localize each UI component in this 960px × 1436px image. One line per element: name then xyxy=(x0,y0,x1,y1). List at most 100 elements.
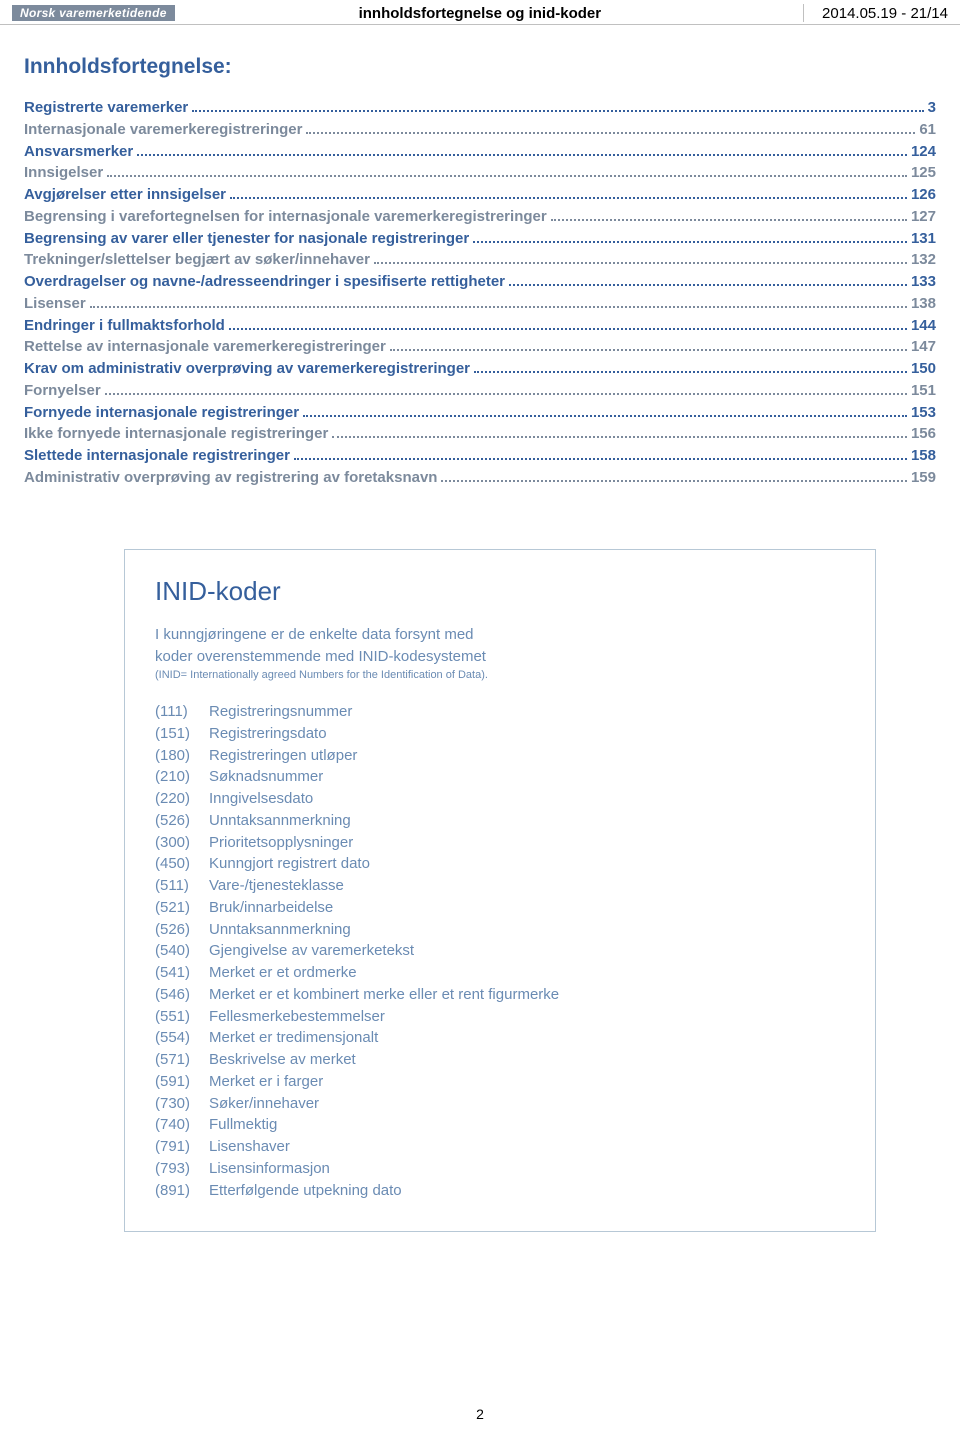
content: Innholdsfortegnelse: Registrerte varemer… xyxy=(0,25,960,1242)
inid-code-desc: Gjengivelse av varemerketekst xyxy=(209,940,414,962)
inid-code-number: (730) xyxy=(155,1093,209,1115)
toc-row[interactable]: Krav om administrativ overprøving av var… xyxy=(24,358,936,380)
inid-box: INID-koder I kunngjøringene er de enkelt… xyxy=(124,549,876,1233)
toc-row[interactable]: Endringer i fullmaktsforhold144 xyxy=(24,315,936,337)
toc-leader-dots xyxy=(441,471,907,482)
toc-leader-dots xyxy=(509,276,907,287)
inid-code-desc: Beskrivelse av merket xyxy=(209,1049,356,1071)
toc-label: Endringer i fullmaktsforhold xyxy=(24,315,225,337)
toc-leader-dots xyxy=(105,384,907,395)
inid-intro-line1: I kunngjøringene er de enkelte data fors… xyxy=(155,625,845,645)
inid-code-number: (540) xyxy=(155,940,209,962)
inid-code-number: (526) xyxy=(155,810,209,832)
toc-row[interactable]: Slettede internasjonale registreringer15… xyxy=(24,445,936,467)
toc-row[interactable]: Begrensing i varefortegnelsen for intern… xyxy=(24,206,936,228)
toc-label: Overdragelser og navne-/adresseendringer… xyxy=(24,271,505,293)
toc-label: Slettede internasjonale registreringer xyxy=(24,445,290,467)
toc-page: 159 xyxy=(911,467,936,489)
toc: Registrerte varemerker3Internasjonale va… xyxy=(24,97,936,489)
inid-code-desc: Registreringsnummer xyxy=(209,701,352,723)
inid-intro-small: (INID= Internationally agreed Numbers fo… xyxy=(155,669,845,681)
inid-code-number: (554) xyxy=(155,1027,209,1049)
inid-code-row: (526)Unntaksannmerkning xyxy=(155,810,845,832)
toc-leader-dots xyxy=(303,406,907,417)
toc-page: 133 xyxy=(911,271,936,293)
inid-code-desc: Bruk/innarbeidelse xyxy=(209,897,333,919)
inid-code-row: (540)Gjengivelse av varemerketekst xyxy=(155,940,845,962)
toc-page: 127 xyxy=(911,206,936,228)
toc-row[interactable]: Registrerte varemerker3 xyxy=(24,97,936,119)
inid-code-number: (511) xyxy=(155,875,209,897)
page-number: 2 xyxy=(0,1406,960,1422)
inid-title: INID-koder xyxy=(155,576,845,607)
inid-code-row: (526)Unntaksannmerkning xyxy=(155,919,845,941)
toc-label: Fornyelser xyxy=(24,380,101,402)
toc-page: 124 xyxy=(911,141,936,163)
inid-code-list: (111)Registreringsnummer(151)Registrerin… xyxy=(155,701,845,1201)
toc-row[interactable]: Innsigelser 125 xyxy=(24,162,936,184)
inid-code-number: (450) xyxy=(155,853,209,875)
inid-code-row: (793)Lisensinformasjon xyxy=(155,1158,845,1180)
toc-label: Avgjørelser etter innsigelser xyxy=(24,184,226,206)
inid-code-number: (891) xyxy=(155,1180,209,1202)
inid-code-number: (546) xyxy=(155,984,209,1006)
inid-code-number: (526) xyxy=(155,919,209,941)
toc-label: Lisenser xyxy=(24,293,86,315)
toc-row[interactable]: Rettelse av internasjonale varemerkeregi… xyxy=(24,336,936,358)
toc-row[interactable]: Ikke fornyede internasjonale registrerin… xyxy=(24,423,936,445)
toc-label: Fornyede internasjonale registreringer xyxy=(24,402,299,424)
toc-row[interactable]: Administrativ overprøving av registrerin… xyxy=(24,467,936,489)
toc-row[interactable]: Begrensing av varer eller tjenester for … xyxy=(24,228,936,250)
inid-code-row: (551)Fellesmerkebestemmelser xyxy=(155,1006,845,1028)
inid-code-row: (891)Etterfølgende utpekning dato xyxy=(155,1180,845,1202)
toc-leader-dots xyxy=(306,123,915,134)
inid-code-number: (551) xyxy=(155,1006,209,1028)
inid-code-row: (546)Merket er et kombinert merke eller … xyxy=(155,984,845,1006)
toc-row[interactable]: Trekninger/slettelser begjært av søker/i… xyxy=(24,249,936,271)
inid-code-number: (220) xyxy=(155,788,209,810)
inid-code-row: (210)Søknadsnummer xyxy=(155,766,845,788)
inid-code-number: (300) xyxy=(155,832,209,854)
header-issue: 2014.05.19 - 21/14 xyxy=(822,5,948,22)
toc-label: Registrerte varemerker xyxy=(24,97,188,119)
toc-row[interactable]: Fornyede internasjonale registreringer 15… xyxy=(24,402,936,424)
inid-code-row: (151)Registreringsdato xyxy=(155,723,845,745)
toc-row[interactable]: Internasjonale varemerkeregistreringer61 xyxy=(24,119,936,141)
toc-row[interactable]: Avgjørelser etter innsigelser126 xyxy=(24,184,936,206)
page: Norsk varemerketidende innholdsfortegnel… xyxy=(0,0,960,1436)
inid-code-row: (300)Prioritetsopplysninger xyxy=(155,832,845,854)
inid-code-desc: Vare-/tjenesteklasse xyxy=(209,875,344,897)
inid-code-row: (511)Vare-/tjenesteklasse xyxy=(155,875,845,897)
inid-intro-line2: koder overenstemmende med INID-kodesyste… xyxy=(155,647,845,667)
inid-code-desc: Merket er et kombinert merke eller et re… xyxy=(209,984,559,1006)
inid-code-row: (791)Lisenshaver xyxy=(155,1136,845,1158)
toc-leader-dots xyxy=(332,428,907,439)
inid-code-row: (541)Merket er et ordmerke xyxy=(155,962,845,984)
inid-code-row: (180)Registreringen utløper xyxy=(155,745,845,767)
toc-label: Innsigelser xyxy=(24,162,103,184)
toc-row[interactable]: Fornyelser 151 xyxy=(24,380,936,402)
toc-page: 132 xyxy=(911,249,936,271)
toc-row[interactable]: Lisenser138 xyxy=(24,293,936,315)
toc-page: 151 xyxy=(911,380,936,402)
inid-code-number: (210) xyxy=(155,766,209,788)
toc-leader-dots xyxy=(294,450,907,461)
inid-code-desc: Prioritetsopplysninger xyxy=(209,832,353,854)
inid-code-number: (151) xyxy=(155,723,209,745)
inid-code-row: (571)Beskrivelse av merket xyxy=(155,1049,845,1071)
toc-page: 125 xyxy=(911,162,936,184)
toc-leader-dots xyxy=(90,297,907,308)
inid-code-desc: Etterfølgende utpekning dato xyxy=(209,1180,402,1202)
toc-row[interactable]: Ansvarsmerker 124 xyxy=(24,141,936,163)
inid-code-desc: Lisensinformasjon xyxy=(209,1158,330,1180)
toc-row[interactable]: Overdragelser og navne-/adresseendringer… xyxy=(24,271,936,293)
inid-code-row: (591)Merket er i farger xyxy=(155,1071,845,1093)
toc-leader-dots xyxy=(551,210,907,221)
inid-code-desc: Merket er et ordmerke xyxy=(209,962,357,984)
toc-label: Ansvarsmerker xyxy=(24,141,133,163)
header-divider xyxy=(803,4,804,22)
inid-code-number: (591) xyxy=(155,1071,209,1093)
inid-code-desc: Lisenshaver xyxy=(209,1136,290,1158)
toc-leader-dots xyxy=(107,167,907,178)
toc-page: 153 xyxy=(911,402,936,424)
